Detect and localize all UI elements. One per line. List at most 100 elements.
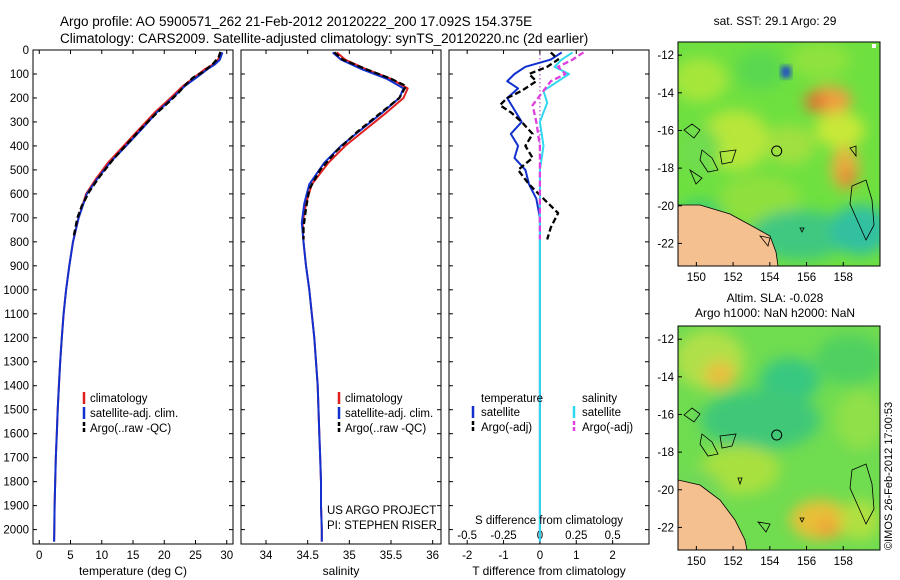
x-tick-label: 10 [95,550,108,562]
lat-tick-label: -16 [657,125,674,137]
depth-tick-label: 900 [10,261,29,273]
x-tick-label: 20 [158,550,171,562]
x-tick-label: -2 [462,550,472,562]
sst-map-frame [677,41,881,267]
lat-tick-label: -14 [657,372,674,384]
depth-tick-label: 1100 [4,309,29,321]
lon-tick-label: 154 [760,556,780,568]
sla-map-panel: Altim. SLA: -0.028 Argo h1000: NaN h2000… [657,291,881,568]
depth-tick-label: 1700 [3,453,29,465]
legend-satellite-label: satellite-adj. clim. [90,408,178,420]
header-line-2: Climatology: CARS2009. Satellite-adjuste… [60,31,588,46]
x-tick-label: 1 [573,550,579,562]
sst-heatmap [678,42,880,266]
depth-tick-label: 2000 [3,525,29,537]
temperature-axis-label: temperature (deg C) [79,564,187,578]
imos-credit: ©IMOS 26-Feb-2012 17:00:53 [883,402,895,550]
depth-tick-label: 1200 [3,333,29,345]
salinity-panel: 34 34.5 35 35.5 36 climatology satellite-adj… [240,49,442,578]
sst-cold-spot [781,66,791,78]
series-climatology [301,51,409,542]
series-satellite-adj-clim [300,51,405,542]
project-annotation: US ARGO PROJECT [327,505,436,517]
sla-land [678,480,747,550]
x-tick-label: 30 [220,550,233,562]
t-difference-axis-ticks: -2 -1 0 1 2 [462,50,616,562]
difference-legend-salinity: salinity satellite Argo(-adj) [572,393,633,434]
x-tick-label: 25 [189,550,202,562]
sla-map-frame [677,325,881,551]
series-satellite-adj-clim [53,52,224,542]
lon-tick-label: 156 [797,272,816,284]
depth-tick-label: 1900 [3,501,29,513]
x-tick-label: 35 [343,550,356,562]
x-tick-label: 34.5 [296,550,318,562]
depth-tick-label: 1300 [3,357,29,369]
lat-tick-label: -18 [657,163,674,175]
legend-climatology-label: climatology [90,393,148,405]
s-difference-tick-label: 0.25 [565,530,587,542]
legend-salinity-heading: salinity [582,393,617,405]
sla-reef-outline [683,407,875,533]
lat-tick-label: -20 [657,201,674,213]
x-tick-label: 0 [537,550,543,562]
depth-tick-label: 100 [10,69,29,81]
lon-tick-label: 154 [760,272,780,284]
lat-tick-label: -14 [657,88,674,100]
x-tick-label: 0 [36,550,42,562]
temperature-axis-ticks: 0 5 10 15 20 25 30 [36,50,233,562]
legend-argo-label: Argo(..raw -QC) [90,423,171,435]
sla-argo-position-marker [771,429,783,441]
legend-t-satellite-label: satellite [481,407,520,419]
sst-map-panel: sat. SST: 29.1 Argo: 29 [657,14,881,284]
series-t-argo-adj [498,51,560,240]
legend-t-argo-label: Argo(-adj) [481,422,532,434]
series-argo-raw-qc [72,51,222,238]
depth-tick-label: 0 [23,45,29,57]
lat-tick-label: -22 [657,238,674,250]
salinity-axis-label: salinity [323,564,360,578]
temperature-panel: 0100200300400500600700800900100011001200… [3,45,234,578]
legend-argo-label: Argo(..raw -QC) [345,423,426,435]
sst-map-title: sat. SST: 29.1 Argo: 29 [714,14,837,28]
depth-tick-label: 300 [10,117,29,129]
x-tick-label: 36 [426,550,439,562]
depth-tick-label: 1000 [3,285,29,297]
difference-panel: -2 -1 0 1 2 -0.5 -0.25 0 0.25 0.5 temperature sa… [448,49,650,578]
depth-tick-label: 1600 [3,429,29,441]
lon-tick-label: 158 [834,272,853,284]
depth-axis-ticks: 0 100 200 300 400 500 600 700 800 900 1000 1100 1200… [3,45,233,537]
x-tick-label: 34 [260,550,273,562]
salinity-depth-ticks [241,49,441,531]
depth-tick-label: 1500 [3,405,29,417]
sst-reef-outline [683,123,875,247]
series-climatology [53,52,223,542]
difference-plot-frame [448,49,650,545]
difference-series [498,51,585,542]
lat-tick-label: -22 [657,522,674,534]
temperature-legend: climatology satellite-adj. clim. Argo(..… [82,392,178,435]
pi-annotation: PI: STEPHEN RISER [327,520,437,532]
x-tick-label: 2 [609,550,615,562]
t-difference-axis-label: T difference from climatology [472,564,626,578]
lon-tick-label: 152 [723,556,742,568]
salinity-axis-ticks: 34 34.5 35 35.5 36 [260,50,439,562]
difference-depth-ticks [449,49,649,531]
s-difference-tick-label: -0.5 [457,530,477,542]
lat-tick-label: -16 [657,409,674,421]
sla-map-ticks: 150 152 154 156 158 -12 -14 -16 -18 -20 -22 [657,334,852,568]
depth-tick-label: 200 [10,93,29,105]
temperature-plot-frame [32,49,234,545]
lat-tick-label: -12 [657,50,674,62]
legend-climatology-label: climatology [345,393,403,405]
lon-tick-label: 156 [797,556,816,568]
x-tick-label: -1 [498,550,508,562]
depth-tick-label: 1400 [3,381,29,393]
legend-s-satellite-label: satellite [582,407,621,419]
salinity-plot-frame [240,49,442,545]
legend-s-argo-label: Argo(-adj) [582,422,633,434]
sla-map-title-line-2: Argo h1000: NaN h2000: NaN [695,306,855,320]
depth-tick-label: 800 [10,237,29,249]
depth-tick-label: 1800 [3,477,29,489]
